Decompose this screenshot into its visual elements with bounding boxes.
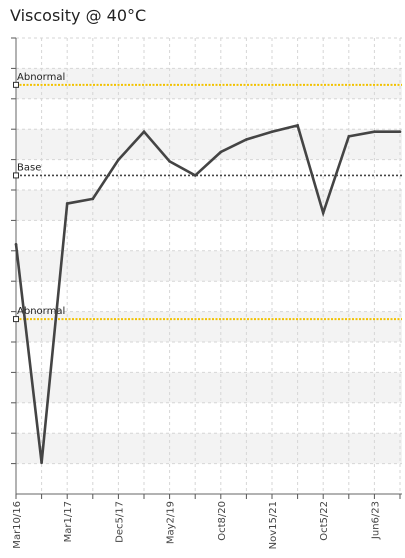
reference-marker (13, 316, 19, 323)
reference-label: Abnormal (17, 72, 65, 83)
x-tick-label: Mar10/16 (12, 501, 23, 549)
data-point (373, 130, 376, 133)
data-point (91, 197, 95, 201)
chart-axes (11, 37, 402, 499)
background-band (16, 433, 402, 464)
chart-title: Viscosity @ 40°C (10, 6, 147, 25)
data-point (270, 130, 274, 133)
background-band (16, 68, 402, 99)
x-axis-labels: Mar10/16 Mar1/17 Dec5/17 May2/19 Oct8/20 Nov1… (12, 501, 381, 549)
x-tick-label: Mar1/17 (63, 501, 74, 542)
x-tick-label: Nov15/21 (268, 501, 279, 549)
data-point (296, 124, 299, 127)
data-point (245, 138, 248, 141)
x-tick-label: Dec5/17 (114, 501, 125, 543)
data-point (117, 158, 120, 162)
grid-lines (15, 37, 402, 494)
x-tick-label: Oct5/22 (319, 501, 330, 541)
plot-background-bands (16, 68, 402, 464)
series-layer (14, 123, 402, 465)
data-point (398, 130, 402, 133)
background-band (16, 250, 402, 282)
background-band (16, 311, 402, 342)
x-tick-label: Oct8/20 (217, 501, 228, 541)
data-point (219, 150, 223, 154)
data-point (321, 211, 325, 215)
data-point (14, 242, 18, 246)
background-band (16, 190, 402, 221)
reference-label: Base (17, 162, 41, 173)
x-tick-label: May2/19 (166, 501, 177, 544)
background-band (16, 372, 402, 403)
reference-lines: Abnormal Base Abnormal (13, 72, 402, 323)
data-point (40, 461, 43, 465)
data-point (168, 160, 171, 163)
reference-marker (13, 81, 19, 88)
data-point (347, 135, 351, 138)
data-point (193, 174, 197, 177)
x-tick-label: Jun6/23 (370, 501, 381, 540)
background-band (16, 129, 402, 160)
reference-label: Abnormal (17, 306, 65, 317)
data-point (142, 130, 146, 133)
series-line (14, 123, 400, 463)
data-point (65, 202, 69, 205)
reference-marker (13, 172, 19, 179)
